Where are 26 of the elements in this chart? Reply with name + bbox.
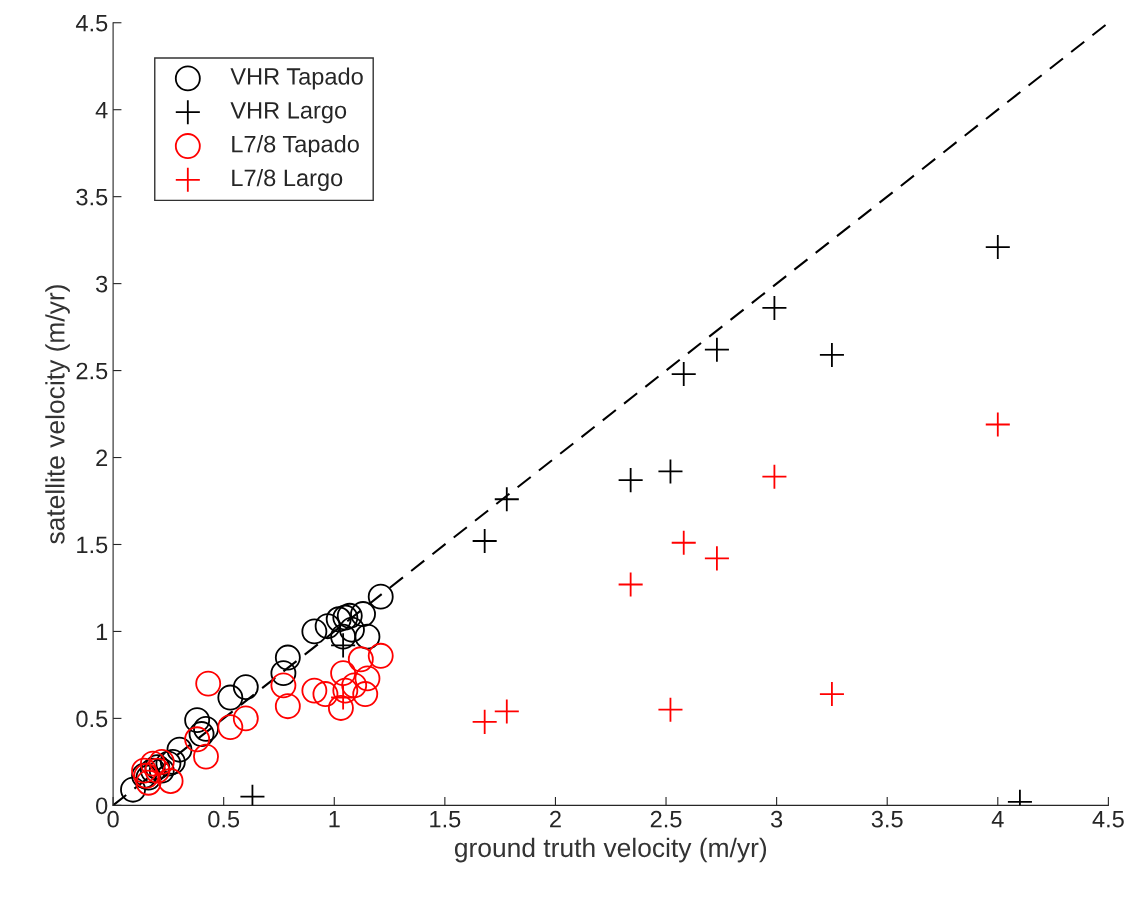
x-tick-label: 3 bbox=[770, 810, 783, 828]
y-tick-label: 1 bbox=[96, 623, 108, 640]
y-tick-label: 2.5 bbox=[76, 362, 108, 380]
legend-label: VHR Largo bbox=[230, 102, 347, 124]
x-tick-label: 4.5 bbox=[1092, 811, 1124, 828]
y-tick-label: 0.5 bbox=[76, 710, 108, 728]
y-tick-label: 3.5 bbox=[76, 188, 108, 206]
x-tick-label: 1 bbox=[329, 811, 340, 828]
y-tick-label: 4.5 bbox=[75, 15, 108, 32]
x-tick-label: 0 bbox=[107, 810, 119, 828]
legend-label: L7/8 Tapado bbox=[232, 135, 359, 158]
x-tick-label: 1.5 bbox=[430, 811, 461, 828]
x-tick-label: 2 bbox=[550, 810, 561, 828]
y-tick-label: 4 bbox=[95, 102, 108, 119]
y-tick-label: 0 bbox=[96, 797, 108, 815]
x-tick-label: 2.5 bbox=[650, 810, 682, 828]
legend-label: VHR Tapado bbox=[230, 67, 363, 90]
x-tick-label: 4 bbox=[991, 811, 1004, 828]
x-tick-label: 0.5 bbox=[208, 810, 240, 828]
y-tick-label: 1.5 bbox=[77, 536, 108, 554]
y-axis-title: satellite velocity (m/yr) bbox=[45, 285, 70, 544]
x-tick-label: 3.5 bbox=[871, 810, 903, 828]
legend-label: L7/8 Largo bbox=[232, 168, 343, 191]
y-tick-label: 2 bbox=[96, 449, 108, 467]
x-axis-title: ground truth velocity (m/yr) bbox=[454, 837, 767, 863]
y-tick-label: 3 bbox=[96, 275, 108, 293]
